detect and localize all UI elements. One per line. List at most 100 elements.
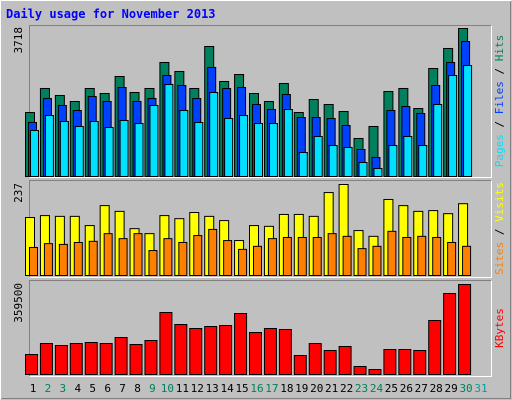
bar	[253, 245, 262, 277]
x-tick-label: 15	[235, 382, 248, 395]
x-tick-label: 26	[400, 382, 413, 395]
bar	[99, 343, 113, 376]
bar	[403, 135, 413, 177]
bar	[134, 123, 144, 178]
bar	[313, 135, 323, 177]
panel-border-light	[29, 25, 492, 178]
bar	[25, 354, 38, 376]
bar	[193, 235, 203, 276]
bar	[278, 329, 292, 375]
x-tick-label: 13	[206, 382, 219, 395]
x-tick-label: 8	[134, 382, 141, 395]
bar	[263, 328, 277, 376]
legend: Pages / Files / Hits	[493, 35, 506, 168]
bar	[209, 92, 219, 177]
x-tick-label: 6	[104, 382, 111, 395]
panel-border-light	[29, 180, 492, 278]
bar	[114, 337, 128, 375]
x-tick-label: 29	[445, 382, 458, 395]
bar	[223, 240, 233, 276]
bar	[417, 235, 427, 277]
legend-entry: Hits	[493, 35, 506, 62]
bar	[312, 236, 322, 276]
bar	[74, 126, 84, 177]
x-tick-label: 23	[355, 382, 368, 395]
legend-separator: /	[493, 222, 506, 242]
bar	[383, 349, 397, 375]
x-tick-label: 19	[295, 382, 308, 395]
panel-border-light	[29, 280, 492, 377]
bar	[443, 293, 457, 375]
x-tick-label: 22	[340, 382, 353, 395]
bar	[388, 144, 398, 178]
bar	[44, 115, 54, 178]
x-tick-label: 11	[176, 382, 189, 395]
bar	[447, 241, 457, 276]
bar	[238, 248, 248, 276]
bar	[43, 243, 53, 276]
bar	[163, 238, 173, 276]
bar	[89, 120, 99, 177]
bar	[297, 236, 307, 276]
bar	[29, 246, 38, 276]
legend-entry: Sites	[493, 242, 506, 275]
x-tick-label: 31	[474, 382, 487, 395]
bar	[448, 75, 458, 177]
bar	[372, 245, 382, 277]
bar	[418, 144, 428, 178]
bar	[149, 104, 159, 177]
bar	[398, 349, 412, 375]
bar	[104, 126, 114, 177]
bar	[373, 167, 383, 177]
bar	[30, 129, 39, 177]
bar	[308, 343, 322, 376]
bar	[174, 324, 188, 375]
x-tick-label: 27	[415, 382, 428, 395]
x-tick-label: 9	[149, 382, 156, 395]
panel-border-dark	[29, 280, 492, 377]
bar	[224, 118, 234, 177]
bar	[338, 346, 352, 375]
bar	[249, 332, 262, 376]
bar	[293, 355, 307, 375]
bar	[159, 312, 173, 376]
bar	[129, 344, 143, 375]
x-tick-label: 5	[89, 382, 96, 395]
bar	[342, 235, 352, 277]
bar	[88, 240, 98, 277]
bar	[432, 236, 442, 276]
legend-entry: KBytes	[493, 308, 506, 348]
bar	[208, 228, 218, 277]
legend-separator: /	[493, 61, 506, 81]
bar	[148, 250, 158, 276]
bar	[144, 340, 158, 375]
bar	[189, 328, 203, 376]
x-tick-label: 17	[265, 382, 278, 395]
bar	[368, 369, 382, 375]
bar	[267, 238, 277, 276]
x-tick-label: 2	[45, 382, 52, 395]
legend: Sites / Visits	[493, 182, 506, 275]
bar	[84, 342, 98, 375]
bar	[119, 119, 129, 177]
bar	[118, 238, 128, 276]
x-tick-label: 4	[74, 382, 81, 395]
y-tick-label: 359500	[12, 283, 25, 323]
legend-entry: Visits	[493, 182, 506, 222]
y-tick-label: 237	[12, 183, 25, 203]
bar	[103, 233, 113, 276]
x-tick-label: 24	[370, 382, 384, 395]
legend-entry: Files	[493, 81, 506, 114]
x-tick-label: 25	[385, 382, 398, 395]
bar	[463, 65, 473, 177]
bar	[254, 123, 263, 178]
bar	[413, 350, 427, 376]
x-tick-label: 20	[310, 382, 323, 395]
bar	[133, 233, 143, 276]
x-tick-label: 12	[191, 382, 204, 395]
bar	[39, 343, 53, 376]
bar	[357, 248, 367, 276]
